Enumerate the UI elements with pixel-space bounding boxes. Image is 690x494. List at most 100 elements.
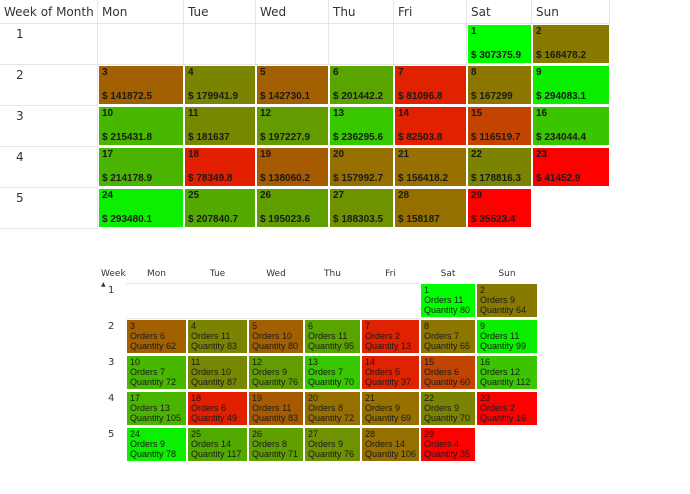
- calendar-day-cell[interactable]: 11 Orders 10 Quantity 87: [187, 355, 248, 390]
- day-orders: Orders 2: [365, 331, 401, 341]
- calendar-day-cell[interactable]: 1 $ 307375.9: [467, 24, 532, 64]
- calendar-day-cell[interactable]: 20 Orders 8 Quantity 72: [304, 391, 361, 426]
- calendar-day-cell[interactable]: 28 Orders 14 Quantity 106: [361, 427, 420, 462]
- day-orders: Orders 9: [130, 439, 166, 449]
- calendar-day-cell[interactable]: 6 Orders 11 Quantity 95: [304, 319, 361, 354]
- calendar-day-cell[interactable]: 8 $ 167299: [467, 65, 532, 105]
- calendar-day-cell[interactable]: 29 $ 35523.4: [467, 188, 532, 228]
- day-quantity: Quantity 87: [191, 377, 238, 387]
- calendar-day-cell[interactable]: 2 $ 168478.2: [532, 24, 610, 64]
- calendar-day-cell[interactable]: 7 Orders 2 Quantity 13: [361, 319, 420, 354]
- calendar-day-cell[interactable]: 12 Orders 9 Quantity 76: [248, 355, 304, 390]
- day-orders: Orders 11: [252, 403, 292, 413]
- calendar-day-cell[interactable]: 4 $ 179941.9: [184, 65, 256, 105]
- calendar-day-cell[interactable]: 18 $ 78349.8: [184, 147, 256, 187]
- calendar-day-cell[interactable]: 3 $ 141872.5: [98, 65, 184, 105]
- calendar-day-cell[interactable]: 19 $ 138060.2: [256, 147, 329, 187]
- header-week[interactable]: Week: [101, 269, 126, 279]
- day-quantity: Quantity 72: [308, 413, 355, 423]
- header-thu[interactable]: Thu: [329, 0, 394, 24]
- day-number: 25: [188, 190, 200, 201]
- calendar-day-cell[interactable]: 18 Orders 6 Quantity 49: [187, 391, 248, 426]
- calendar-day-cell[interactable]: 10 $ 215431.8: [98, 106, 184, 146]
- calendar-day-cell[interactable]: 14 Orders 5 Quantity 37: [361, 355, 420, 390]
- calendar-day-cell[interactable]: 16 $ 234044.4: [532, 106, 610, 146]
- calendar-day-cell[interactable]: 29 Orders 4 Quantity 35: [420, 427, 476, 462]
- calendar-day-cell[interactable]: 17 Orders 13 Quantity 105: [126, 391, 187, 426]
- calendar-day-cell[interactable]: 25 $ 207840.7: [184, 188, 256, 228]
- calendar-day-cell[interactable]: 26 $ 195023.6: [256, 188, 329, 228]
- day-quantity: Quantity 65: [424, 341, 471, 351]
- calendar-day-cell[interactable]: 3 Orders 6 Quantity 62: [126, 319, 187, 354]
- calendar-day-cell[interactable]: 9 Orders 11 Quantity 99: [476, 319, 538, 354]
- sort-ascending-icon[interactable]: ▲: [101, 281, 106, 288]
- day-revenue: $ 236295.6: [333, 132, 384, 143]
- header-sun[interactable]: Sun: [532, 0, 610, 24]
- calendar-day-cell[interactable]: 11 $ 181637: [184, 106, 256, 146]
- day-number: 14: [365, 357, 376, 367]
- day-quantity: Quantity 71: [252, 449, 299, 459]
- calendar-day-cell[interactable]: 4 Orders 11 Quantity 83: [187, 319, 248, 354]
- calendar-day-cell[interactable]: 17 $ 214178.9: [98, 147, 184, 187]
- header-fri[interactable]: Fri: [394, 0, 467, 24]
- calendar-day-cell[interactable]: 15 $ 116519.7: [467, 106, 532, 146]
- header-tue[interactable]: Tue: [184, 0, 256, 24]
- empty-cell: [184, 24, 256, 65]
- calendar-day-cell[interactable]: 8 Orders 7 Quantity 65: [420, 319, 476, 354]
- calendar-day-cell[interactable]: 5 $ 142730.1: [256, 65, 329, 105]
- header-mon[interactable]: Mon: [98, 0, 184, 24]
- calendar-day-cell[interactable]: 10 Orders 7 Quantity 72: [126, 355, 187, 390]
- day-quantity: Quantity 106: [365, 449, 417, 459]
- day-number: 12: [260, 108, 272, 119]
- day-number: 21: [365, 393, 376, 403]
- header-fri[interactable]: Fri: [385, 269, 396, 279]
- header-tue[interactable]: Tue: [209, 269, 226, 279]
- calendar-day-cell[interactable]: 12 $ 197227.9: [256, 106, 329, 146]
- calendar-day-cell[interactable]: 14 $ 82503.8: [394, 106, 467, 146]
- calendar-day-cell[interactable]: 15 Orders 6 Quantity 60: [420, 355, 476, 390]
- header-sat[interactable]: Sat: [467, 0, 532, 24]
- header-wed[interactable]: Wed: [256, 0, 329, 24]
- calendar-day-cell[interactable]: 24 Orders 9 Quantity 78: [126, 427, 187, 462]
- calendar-day-cell[interactable]: 22 Orders 9 Quantity 70: [420, 391, 476, 426]
- day-number: 14: [398, 108, 410, 119]
- calendar-day-cell[interactable]: 6 $ 201442.2: [329, 65, 394, 105]
- calendar-day-cell[interactable]: 2 Orders 9 Quantity 64: [476, 283, 538, 318]
- day-number: 10: [102, 108, 114, 119]
- calendar-day-cell[interactable]: 27 $ 188303.5: [329, 188, 394, 228]
- day-quantity: Quantity 80: [252, 341, 299, 351]
- calendar-day-cell[interactable]: 22 $ 178816.3: [467, 147, 532, 187]
- calendar-day-cell[interactable]: 28 $ 158187: [394, 188, 467, 228]
- header-sun[interactable]: Sun: [498, 269, 516, 279]
- header-sat[interactable]: Sat: [440, 269, 456, 279]
- day-number: 22: [471, 149, 483, 160]
- calendar-day-cell[interactable]: 20 $ 157992.7: [329, 147, 394, 187]
- calendar-day-cell[interactable]: 9 $ 294083.1: [532, 65, 610, 105]
- day-quantity: Quantity 117: [191, 449, 242, 459]
- calendar-day-cell[interactable]: 7 $ 81096.8: [394, 65, 467, 105]
- header-mon[interactable]: Mon: [147, 269, 166, 279]
- empty-cell: [394, 24, 467, 65]
- day-number: 11: [188, 108, 199, 119]
- day-revenue: $ 82503.8: [398, 132, 443, 143]
- header-wed[interactable]: Wed: [266, 269, 286, 279]
- calendar-day-cell[interactable]: 23 $ 41452.9: [532, 147, 610, 187]
- calendar-day-cell[interactable]: 21 $ 156418.2: [394, 147, 467, 187]
- header-week-of-month[interactable]: Week of Month: [0, 0, 98, 24]
- calendar-day-cell[interactable]: 27 Orders 9 Quantity 76: [304, 427, 361, 462]
- calendar-day-cell[interactable]: 16 Orders 12 Quantity 112: [476, 355, 538, 390]
- calendar-day-cell[interactable]: 13 $ 236295.6: [329, 106, 394, 146]
- day-orders: Orders 11: [191, 331, 231, 341]
- calendar-day-cell[interactable]: 5 Orders 10 Quantity 80: [248, 319, 304, 354]
- header-thu[interactable]: Thu: [324, 269, 341, 279]
- calendar-day-cell[interactable]: 26 Orders 8 Quantity 71: [248, 427, 304, 462]
- calendar-day-cell[interactable]: 24 $ 293480.1: [98, 188, 184, 228]
- day-quantity: Quantity 37: [365, 377, 412, 387]
- calendar-day-cell[interactable]: 25 Orders 14 Quantity 117: [187, 427, 248, 462]
- calendar-day-cell[interactable]: 13 Orders 7 Quantity 70: [304, 355, 361, 390]
- calendar-day-cell[interactable]: 23 Orders 2 Quantity 16: [476, 391, 538, 426]
- day-number: 17: [102, 149, 114, 160]
- calendar-day-cell[interactable]: 19 Orders 11 Quantity 83: [248, 391, 304, 426]
- calendar-day-cell[interactable]: 1 Orders 11 Quantity 80: [420, 283, 476, 318]
- calendar-day-cell[interactable]: 21 Orders 9 Quantity 69: [361, 391, 420, 426]
